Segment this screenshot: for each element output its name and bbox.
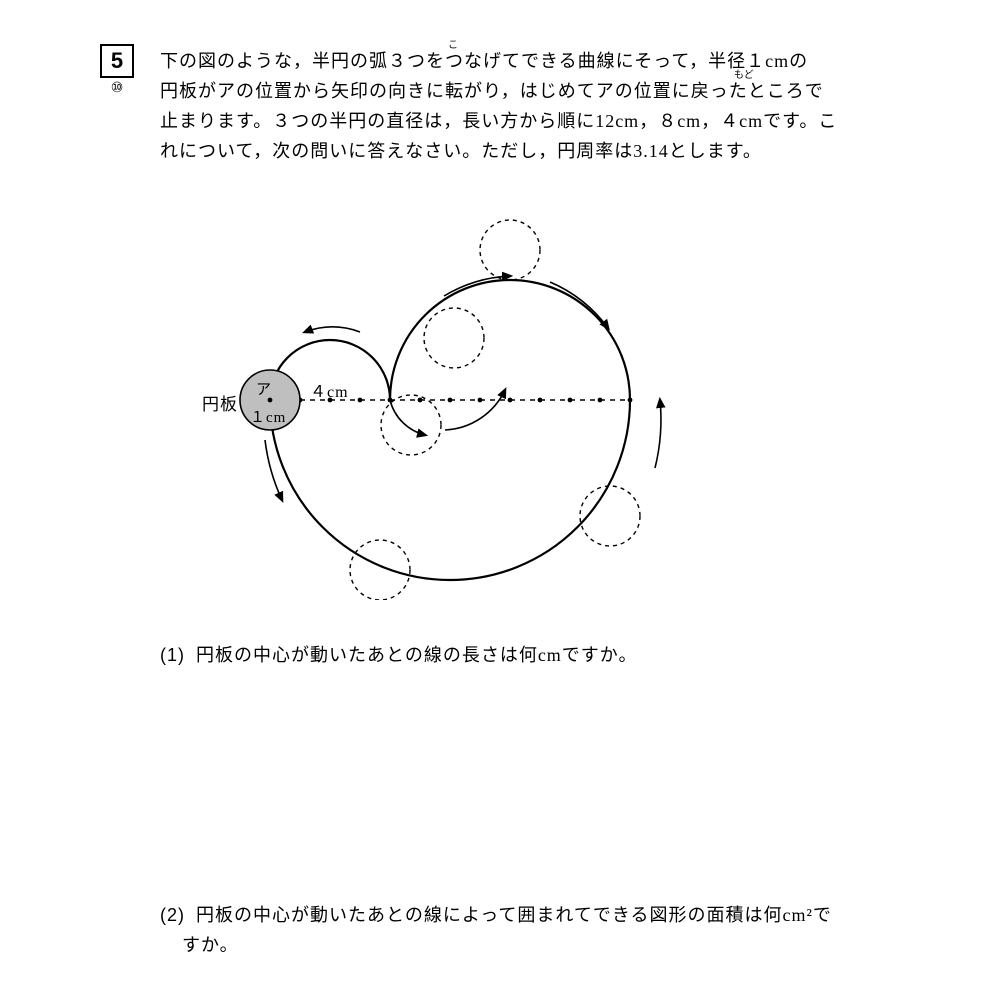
subquestion-2: (2) 円板の中心が動いたあとの線によって囲まれてできる図形の面積は何cm²で …: [160, 900, 900, 960]
sub-num: (2): [160, 905, 185, 925]
figure-svg: [210, 200, 770, 600]
page: 5 ⑩ 下の図のような，半円の弧３つをつなげてできる曲線にそって，半径１cmの …: [0, 0, 999, 992]
furigana-ko: こ: [448, 36, 458, 51]
problem-number-block: 5 ⑩: [100, 44, 134, 97]
sub-text: 円板の中心が動いたあとの線によって囲まれてできる図形の面積は何cm²で: [196, 905, 832, 925]
sub-text: 円板の中心が動いたあとの線の長さは何cmですか。: [196, 645, 637, 665]
label-1cm: １cm: [250, 406, 286, 427]
arc-medium: [390, 280, 630, 400]
label-a: ア: [256, 378, 272, 399]
sub-num: (1): [160, 645, 185, 665]
problem-body: 下の図のような，半円の弧３つをつなげてできる曲線にそって，半径１cmの 円板がア…: [160, 46, 900, 166]
body-line: 下の図のような，半円の弧３つをつなげてできる曲線にそって，半径１cmの: [160, 46, 900, 76]
problem-number: 5: [100, 44, 134, 78]
subquestion-1: (1) 円板の中心が動いたあとの線の長さは何cmですか。: [160, 640, 900, 670]
body-line: 止まります。３つの半円の直径は，長い方から順に12cm，８cm，４cmです。こ: [160, 106, 900, 136]
label-4cm: ４cm: [310, 378, 349, 402]
body-line: 円板がアの位置から矢印の向きに転がり，はじめてアの位置に戻ったところで: [160, 76, 900, 106]
figure: 円板 ア １cm ４cm: [210, 200, 770, 600]
label-enban: 円板: [202, 390, 238, 415]
sub-text-2: すか。: [182, 935, 239, 955]
problem-sub-marker: ⑩: [100, 80, 134, 97]
body-line: れについて，次の問いに答えなさい。ただし，円周率は3.14とします。: [160, 136, 900, 166]
arc-large: [270, 400, 630, 580]
furigana-modo: もど: [734, 66, 754, 81]
